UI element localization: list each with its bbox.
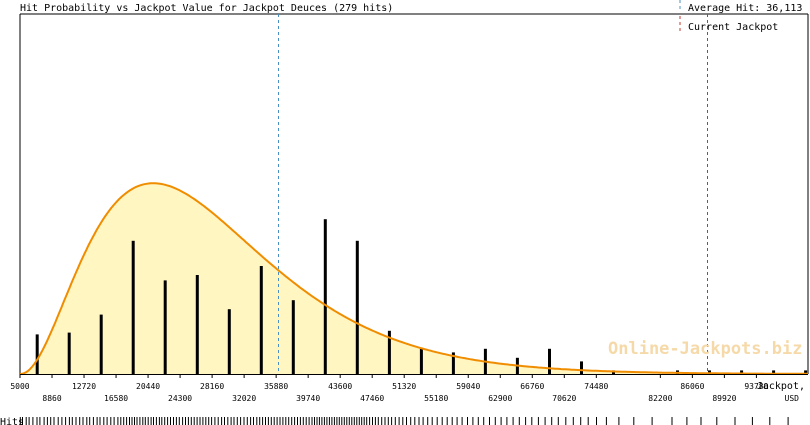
- tick-label: 32020: [232, 394, 256, 403]
- probability-area: [20, 183, 808, 374]
- tick-label: 93780: [744, 382, 768, 391]
- bar: [772, 370, 776, 374]
- bar: [708, 370, 711, 374]
- bar: [163, 280, 167, 374]
- curve-fill: [20, 183, 808, 374]
- bar: [804, 370, 808, 374]
- chart-title: Hit Probability vs Jackpot Value for Jac…: [20, 3, 393, 14]
- tick-label: 62900: [488, 394, 512, 403]
- bar: [67, 332, 71, 374]
- probability-curve: [19, 182, 808, 375]
- watermark: Online-Jackpots.biz: [608, 339, 802, 359]
- tick-label: 47460: [360, 394, 384, 403]
- tick-label: 59040: [456, 382, 480, 391]
- bar: [99, 314, 103, 374]
- bar: [580, 361, 583, 374]
- bar: [35, 334, 39, 374]
- tick-label: 55180: [424, 394, 448, 403]
- tick-label: 43600: [328, 382, 352, 391]
- tick-label: 20440: [136, 382, 160, 391]
- tick-label: 28160: [200, 382, 224, 391]
- curve-line: [19, 182, 808, 375]
- bar: [355, 240, 359, 374]
- x-ticks: 5000 12720 20440 28160 35880 43600 51320 59040 6…: [10, 374, 769, 403]
- hits-rug: [19, 417, 789, 425]
- bar: [227, 309, 231, 374]
- bar: [323, 219, 327, 374]
- tick-label: 24300: [168, 394, 192, 403]
- tick-label: 86060: [680, 382, 704, 391]
- bar: [419, 348, 423, 374]
- legend-average-hit: Average Hit: 36,113: [688, 3, 802, 14]
- x-axis-unit: USD: [785, 394, 800, 403]
- tick-label: 39740: [296, 394, 320, 403]
- legend-current-jackpot: Current Jackpot: [688, 22, 778, 33]
- hit-bars: [35, 219, 808, 374]
- marker-lines: [278, 14, 708, 374]
- bar: [291, 300, 295, 374]
- tick-label: 89920: [712, 394, 736, 403]
- tick-label: 74480: [584, 382, 608, 391]
- bar: [451, 352, 455, 374]
- tick-label: 12720: [72, 382, 96, 391]
- hits-label: Hits: [0, 417, 24, 425]
- tick-label: 70620: [552, 394, 576, 403]
- bar: [259, 266, 263, 374]
- bar: [195, 275, 199, 374]
- tick-label: 16580: [104, 394, 128, 403]
- tick-label: 35880: [264, 382, 288, 391]
- tick-label: 82200: [648, 394, 672, 403]
- bar: [740, 370, 744, 374]
- bar: [548, 348, 551, 374]
- bar: [131, 240, 135, 374]
- tick-label: 5000: [10, 382, 29, 391]
- tick-label: 8860: [42, 394, 61, 403]
- tick-label: 66760: [520, 382, 544, 391]
- bar: [387, 330, 391, 374]
- x-axis-label: Jackpot,: [757, 381, 805, 392]
- tick-label: 51320: [392, 382, 416, 391]
